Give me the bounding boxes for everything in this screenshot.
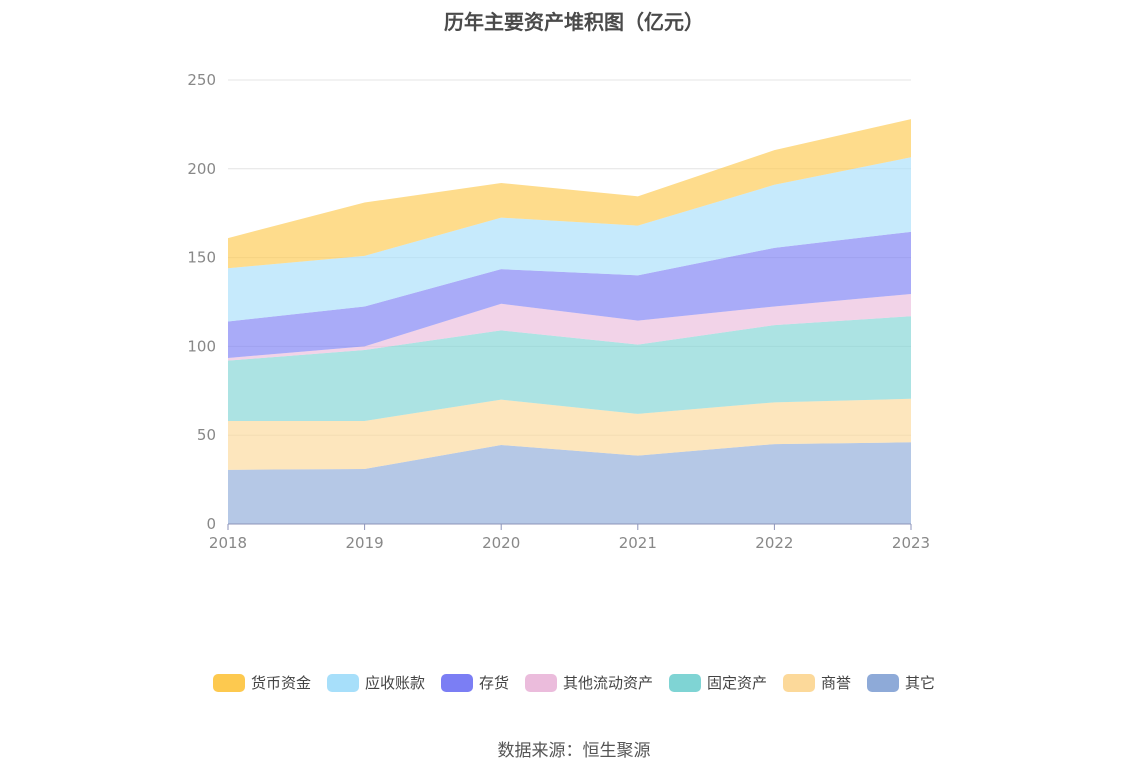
x-tick-label: 2019 [346,534,384,552]
legend-label: 商誉 [821,674,852,692]
chart-title: 历年主要资产堆积图（亿元） [444,10,704,34]
legend-label: 固定资产 [707,674,768,692]
y-tick-label: 50 [197,426,216,444]
legend-item-fixed-assets[interactable]: 固定资产 [669,672,767,693]
y-tick-label: 0 [206,515,216,533]
x-tick-label: 2021 [619,534,657,552]
x-tick-label: 2020 [482,534,520,552]
area-series [228,294,911,361]
area-series [228,119,911,269]
legend-label: 货币资金 [250,674,311,692]
legend-swatch [867,673,900,692]
legend-label: 应收账款 [364,674,425,692]
legend-label: 其他流动资产 [562,674,653,692]
legend-swatch [212,673,245,692]
legend-swatch [783,673,816,692]
legend-swatch [326,673,359,692]
x-tick-label: 2023 [892,534,930,552]
y-tick-label: 250 [187,71,216,89]
data-source: 数据来源：恒生聚源 [497,741,651,761]
legend-item-others[interactable]: 其它 [867,672,935,693]
legend-item-other-current-assets[interactable]: 其他流动资产 [524,672,653,693]
y-tick-label: 200 [187,160,216,178]
x-tick-label: 2022 [755,534,793,552]
x-tick-label: 2018 [209,534,247,552]
area-series [228,157,911,322]
legend-item-cash[interactable]: 货币资金 [212,672,311,693]
area-series [228,316,911,421]
area-series [228,398,911,470]
y-tick-label: 100 [187,337,216,355]
legend-swatch [440,673,473,692]
legend-label: 其它 [905,674,936,692]
area-series [228,442,911,524]
legend-item-inventory[interactable]: 存货 [440,672,509,693]
chart-legend: 货币资金 应收账款 存货 其他流动资产 固定资产 商誉 其它 [0,672,1148,693]
legend-item-goodwill[interactable]: 商誉 [783,672,851,693]
y-tick-label: 150 [187,249,216,267]
legend-swatch [524,673,557,692]
stacked-area-chart: 0 50 100 150 200 250 2018 2019 2020 2021 2022 2023 [187,71,930,552]
legend-label: 存货 [478,674,509,692]
area-series [228,231,911,358]
legend-swatch [669,673,701,692]
legend-item-receivables[interactable]: 应收账款 [326,672,425,693]
